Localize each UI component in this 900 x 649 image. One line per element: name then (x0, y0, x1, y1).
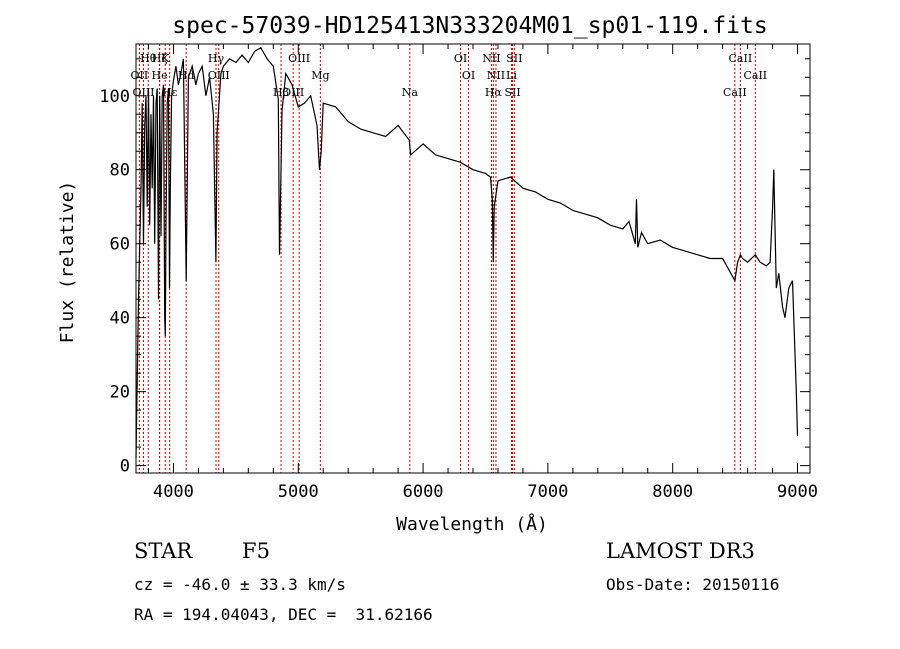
spectrum-line (135, 46, 799, 459)
line-label: CaII (723, 86, 747, 99)
line-label: He (152, 69, 168, 82)
spectrum-series (135, 46, 799, 459)
spectral-line-labels: HθOIIOIIIKHeHεHζHdHβHγOIIIOIIIOIIIMgNaOI… (131, 52, 768, 99)
y-tick-label: 20 (110, 383, 130, 403)
line-label: SII (506, 52, 522, 65)
y-tick-label: 60 (110, 235, 130, 255)
observation-date: Obs-Date: 20150116 (606, 575, 780, 594)
line-label: SII (504, 86, 520, 99)
subclass: F5 (242, 539, 270, 563)
line-label: Hγ (208, 52, 225, 65)
line-label: OI (462, 69, 475, 82)
line-label: NII (482, 52, 500, 65)
line-label: Hθ (140, 52, 157, 65)
x-tick-label: 5000 (278, 482, 319, 502)
x-tick-label: 7000 (527, 482, 568, 502)
line-label: OIII (288, 52, 310, 65)
line-label: CaII (729, 52, 753, 65)
x-axis: 4000 5000 6000 7000 8000 9000 (147, 44, 818, 502)
y-tick-label: 40 (110, 309, 130, 329)
line-label: OIII (208, 69, 230, 82)
line-label: NII (487, 69, 505, 82)
spectral-line-markers (138, 44, 756, 473)
line-label: Mg (311, 69, 329, 82)
line-label: OII (131, 69, 149, 82)
object-class: STAR (134, 539, 193, 563)
y-tick-label: 80 (110, 161, 130, 181)
line-label: CaII (743, 69, 767, 82)
y-axis-label: Flux (relative) (57, 181, 78, 344)
chart-title: spec-57039-HD125413N333204M01_sp01-119.f… (172, 13, 767, 39)
line-label: Li (506, 69, 517, 82)
line-label: OI (454, 52, 467, 65)
x-axis-label: Wavelength (Å) (396, 513, 548, 535)
survey-name: LAMOST DR3 (606, 539, 755, 563)
y-axis: 0 20 40 60 80 100 (99, 58, 810, 477)
x-tick-label: 9000 (777, 482, 818, 502)
line-label: OIII (282, 86, 304, 99)
x-tick-label: 8000 (652, 482, 693, 502)
y-tick-label: 100 (99, 87, 130, 107)
line-label: K (161, 52, 170, 65)
line-label: Hζ (152, 52, 168, 65)
line-label: Hα (485, 86, 503, 99)
line-label: Na (402, 86, 419, 99)
redshift-velocity: cz = -46.0 ± 33.3 km/s (134, 575, 346, 594)
x-tick-label: 4000 (153, 482, 194, 502)
y-tick-label: 0 (120, 457, 130, 477)
line-label: Hε (162, 86, 178, 99)
x-tick-label: 6000 (403, 482, 444, 502)
coordinates: RA = 194.04043, DEC = 31.62166 (134, 605, 433, 624)
